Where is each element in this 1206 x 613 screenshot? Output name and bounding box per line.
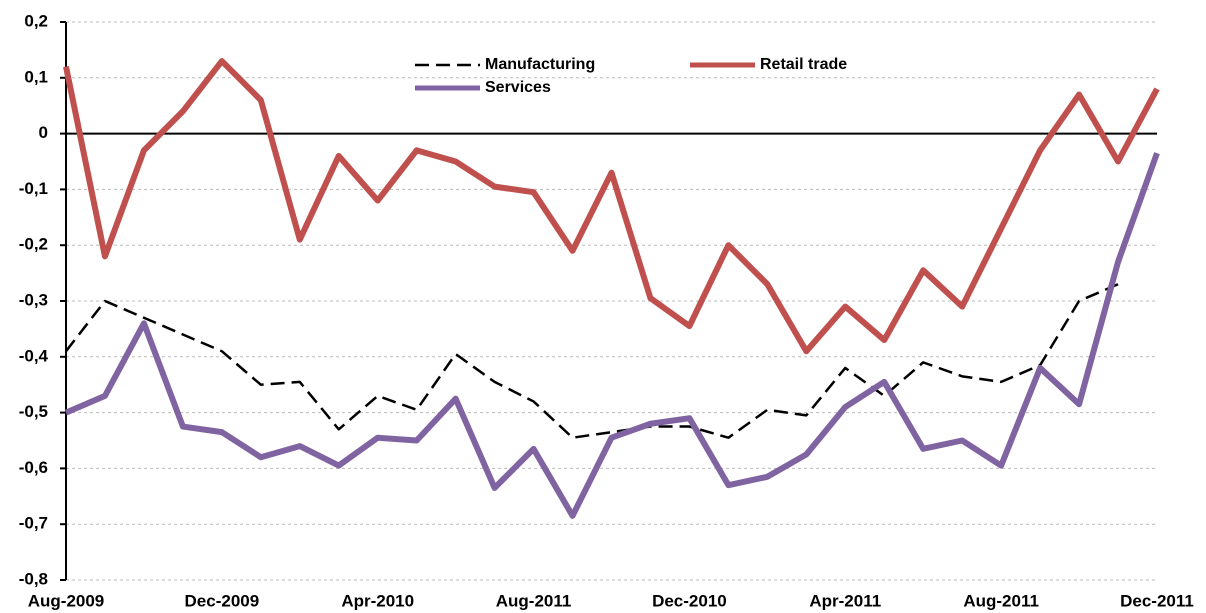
legend-label: Manufacturing <box>485 56 595 73</box>
legend-label: Services <box>485 79 551 96</box>
y-tick-label: -0,3 <box>19 290 48 309</box>
y-tick-label: -0,5 <box>19 402 48 421</box>
x-tick-label: Aug-2009 <box>28 591 105 610</box>
y-tick-label: -0,8 <box>19 569 48 588</box>
y-tick-label: 0,1 <box>24 67 48 86</box>
y-tick-label: -0,2 <box>19 235 48 254</box>
x-tick-label: Aug-2011 <box>496 591 572 610</box>
x-tick-label: Dec-2010 <box>652 591 727 610</box>
y-tick-label: -0,6 <box>19 458 48 477</box>
x-tick-label: Aug-2011 <box>963 591 1039 610</box>
y-tick-label: -0,1 <box>19 179 48 198</box>
x-tick-label: Dec-2009 <box>185 591 260 610</box>
y-tick-label: -0,7 <box>19 514 48 533</box>
series-line <box>65 283 1119 439</box>
x-tick-label: Apr-2011 <box>809 591 881 610</box>
legend-label: Retail trade <box>760 56 847 73</box>
y-tick-label: 0 <box>39 123 48 142</box>
series-line <box>64 152 1160 519</box>
series-line <box>63 58 1160 355</box>
x-tick-label: Apr-2010 <box>341 591 414 610</box>
x-tick-label: Dec-2011 <box>1120 591 1194 610</box>
y-tick-label: -0,4 <box>19 346 49 365</box>
y-tick-label: 0,2 <box>24 11 48 30</box>
